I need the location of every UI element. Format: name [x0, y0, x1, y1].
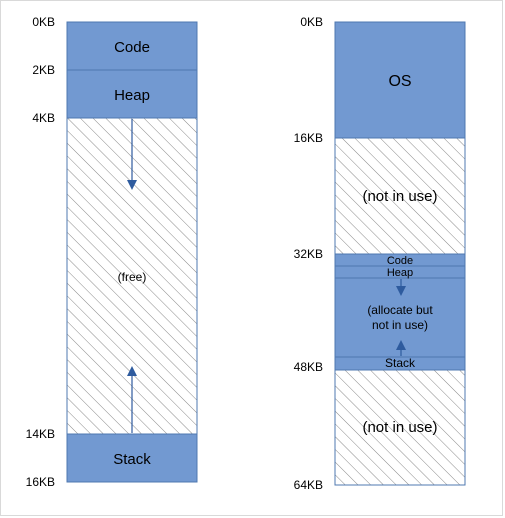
- process-code-label: Code: [387, 255, 413, 267]
- left-tick-4kb: 4KB: [32, 111, 55, 125]
- left-tick-14kb: 14KB: [26, 427, 55, 441]
- code-segment-label: Code: [114, 39, 150, 56]
- right-tick-48kb: 48KB: [294, 360, 323, 374]
- address-space-diagram: Code Heap (free) Stack 0KB 2KB 4KB 14KB …: [26, 15, 198, 489]
- not-in-use-top-region: [334, 137, 466, 255]
- left-tick-2kb: 2KB: [32, 63, 55, 77]
- stack-segment-label: Stack: [113, 451, 151, 468]
- not-in-use-bottom-region: [334, 369, 466, 486]
- right-tick-64kb: 64KB: [294, 478, 323, 492]
- allocated-label-line1: (allocate but: [367, 303, 433, 317]
- process-block: [334, 253, 466, 371]
- code-segment: [66, 21, 198, 71]
- os-region: [334, 21, 466, 139]
- process-heap-label: Heap: [387, 267, 413, 279]
- left-tick-16kb: 16KB: [26, 475, 55, 489]
- stack-segment: [66, 433, 198, 483]
- process-stack-label: Stack: [385, 356, 416, 370]
- not-in-use-top-label: (not in use): [362, 188, 437, 205]
- right-tick-16kb: 16KB: [294, 131, 323, 145]
- process-heap-growth-arrow: [396, 279, 406, 296]
- right-tick-0kb: 0KB: [300, 15, 323, 29]
- heap-segment: [66, 69, 198, 119]
- heap-growth-arrow: [127, 119, 137, 190]
- process-stack-growth-arrow: [396, 340, 406, 356]
- left-tick-0kb: 0KB: [32, 15, 55, 29]
- stack-growth-arrow: [127, 366, 137, 433]
- allocated-label-line2: not in use): [372, 318, 428, 332]
- os-region-label: OS: [388, 73, 411, 90]
- heap-segment-label: Heap: [114, 87, 150, 104]
- physical-memory-diagram: OS (not in use) Code Heap (allocate but …: [294, 15, 466, 492]
- not-in-use-bottom-label: (not in use): [362, 419, 437, 436]
- right-tick-32kb: 32KB: [294, 247, 323, 261]
- free-region-label: (free): [118, 270, 147, 284]
